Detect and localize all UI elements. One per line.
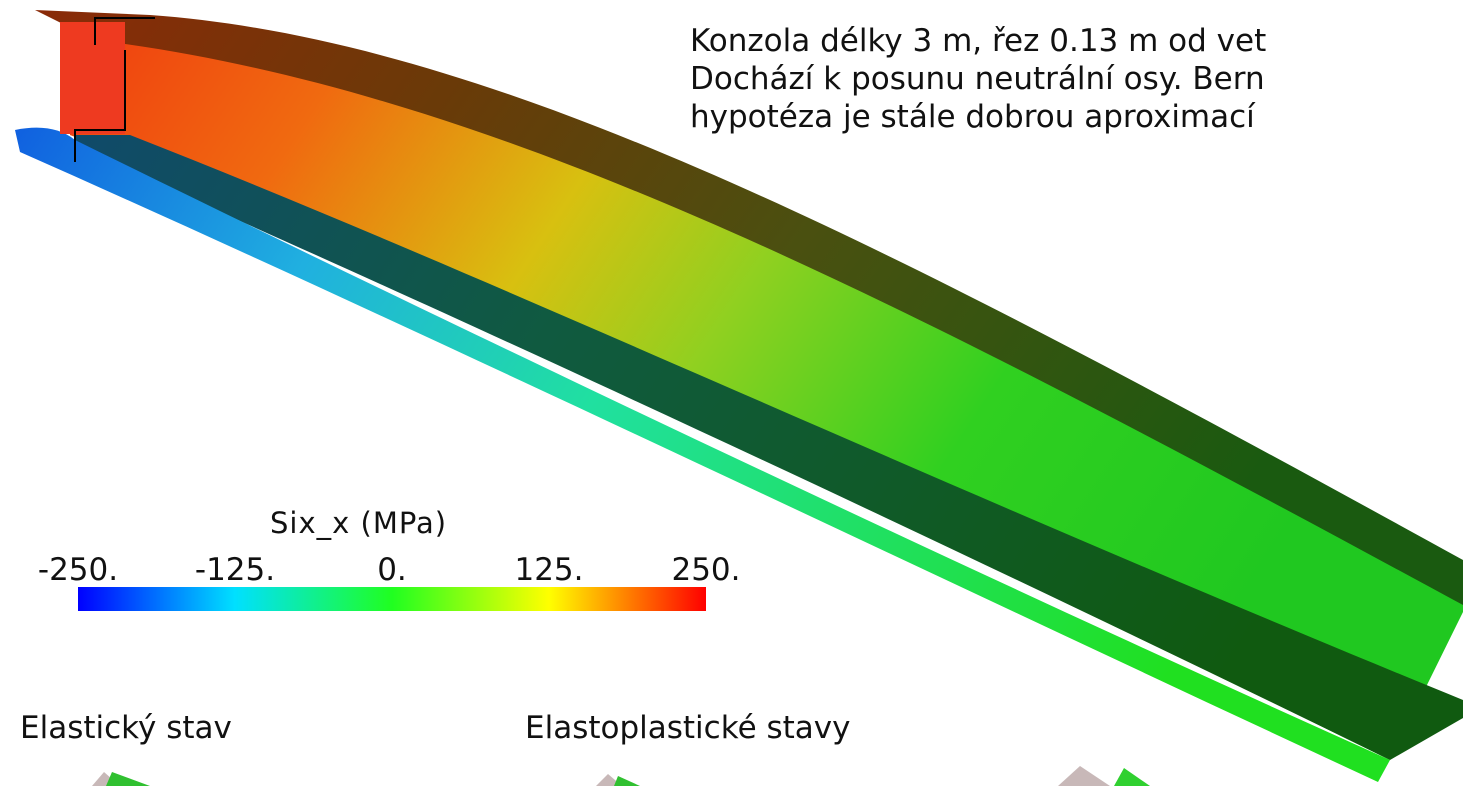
description: Konzola délky 3 m, řez 0.13 m od vet Doc… <box>690 22 1266 136</box>
page: {"description": {"lines": ["Konzola délk… <box>0 0 1463 786</box>
beam-end-face <box>60 22 125 134</box>
glyph <box>1114 768 1150 786</box>
colorbar-tick-label: 125. <box>514 552 583 588</box>
caption: Elastoplastické stavy <box>525 710 851 746</box>
description-line: Dochází k posunu neutrální osy. Bern <box>690 60 1266 98</box>
colorbar-title: Six_x (MPa) <box>270 506 447 540</box>
colorbar-tick-label: -125. <box>195 552 275 588</box>
description-line: Konzola délky 3 m, řez 0.13 m od vet <box>690 22 1266 60</box>
glyph <box>614 776 640 786</box>
viewport: Konzola délky 3 m, řez 0.13 m od vet Doc… <box>0 0 1463 786</box>
colorbar-tick-label: -250. <box>38 552 118 588</box>
colorbar <box>78 587 706 611</box>
glyph <box>1058 766 1110 786</box>
glyph <box>106 772 150 786</box>
caption: Elastický stav <box>20 710 232 746</box>
colorbar-tick-label: 250. <box>671 552 740 588</box>
colorbar-tick-label: 0. <box>377 552 407 588</box>
description-line: hypotéza je stále dobrou aproximací <box>690 98 1266 136</box>
